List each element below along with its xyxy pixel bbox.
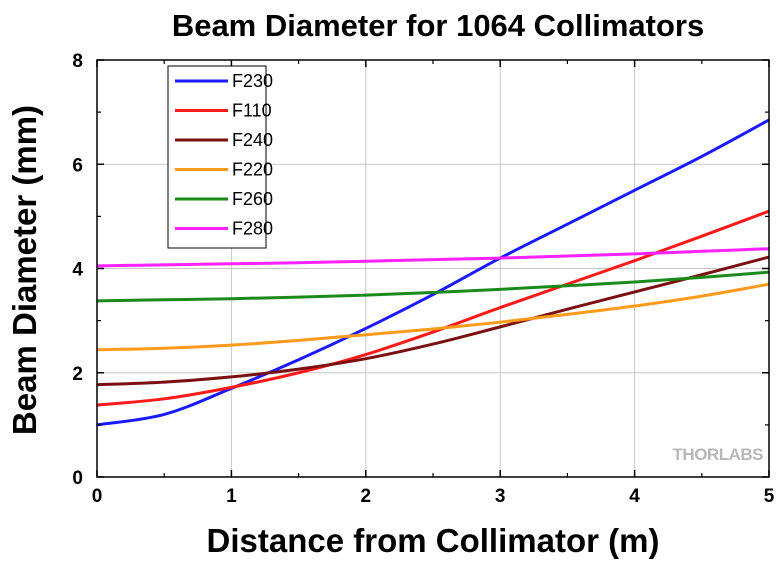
y-tick-label: 6 — [72, 155, 83, 176]
legend-label-f230: F230 — [232, 71, 273, 91]
x-tick-label: 2 — [361, 486, 372, 507]
watermark: THORLABS — [673, 445, 764, 464]
legend-label-f110: F110 — [232, 101, 272, 121]
y-tick-label: 0 — [72, 468, 83, 489]
x-tick-label: 3 — [495, 486, 506, 507]
legend-box — [167, 65, 267, 249]
x-tick-label: 1 — [226, 486, 237, 507]
y-tick-label: 4 — [72, 260, 83, 281]
legend-label-f220: F220 — [232, 160, 273, 180]
legend-label-f280: F280 — [232, 219, 273, 239]
series-line-f220 — [96, 282, 770, 352]
x-axis-title: Distance from Collimator (m) — [207, 522, 660, 559]
legend: F230 F110 F240 F220 F260 F280 — [167, 65, 273, 249]
series-line-f230 — [96, 118, 770, 427]
legend-label-f260: F260 — [232, 189, 273, 209]
series-line-f280 — [96, 247, 770, 268]
y-tick-label: 2 — [72, 364, 83, 385]
axis-ticks: 0 1 2 3 4 5 0 2 4 6 8 — [72, 51, 774, 507]
x-tick-label: 5 — [764, 486, 775, 507]
chart-title: Beam Diameter for 1064 Collimators — [172, 8, 704, 43]
series-line-f260 — [96, 270, 770, 303]
y-tick-label: 8 — [72, 51, 83, 72]
x-tick-label: 4 — [629, 486, 640, 507]
x-tick-label: 0 — [92, 486, 103, 507]
legend-label-f240: F240 — [232, 130, 273, 150]
y-axis-title: Beam Diameter (mm) — [6, 105, 43, 435]
series-lines — [96, 118, 770, 427]
series-line-f240 — [96, 255, 770, 387]
